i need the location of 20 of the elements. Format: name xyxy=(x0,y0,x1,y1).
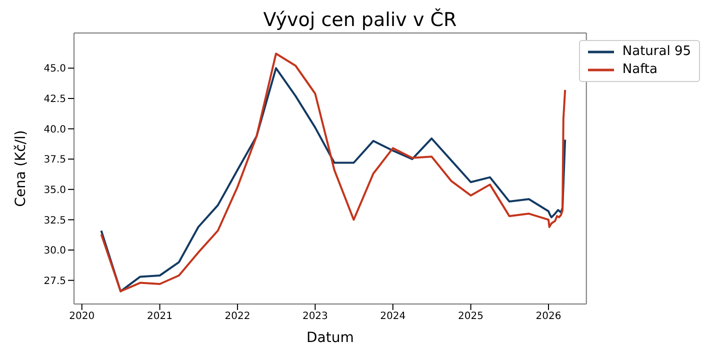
x-tick-label: 2022 xyxy=(224,311,250,322)
y-tick-label: 32.5 xyxy=(44,215,66,226)
y-tick-label: 37.5 xyxy=(44,154,66,166)
legend-label: Natural 95 xyxy=(622,43,691,61)
x-axis-title: Datum xyxy=(306,330,354,346)
x-tick-label: 2026 xyxy=(536,311,562,322)
y-tick-label: 27.5 xyxy=(44,276,66,287)
x-tick-label: 2024 xyxy=(380,311,406,322)
y-tick-label: 30.0 xyxy=(44,246,66,257)
legend-label: Nafta xyxy=(622,61,658,79)
y-tick-label: 35.0 xyxy=(44,184,66,196)
y-tick-label: 42.5 xyxy=(44,94,66,106)
x-tick-label: 2020 xyxy=(69,311,95,322)
x-tick-label: 2025 xyxy=(458,311,484,322)
y-tick-label: 40.0 xyxy=(44,124,66,136)
x-tick-label: 2021 xyxy=(147,311,173,322)
y-axis-title: Cena (Kč/l) xyxy=(12,130,29,207)
x-tick-label: 2023 xyxy=(302,311,328,322)
chart-title: Vývoj cen paliv v ČR xyxy=(262,8,458,32)
y-tick-label: 45.0 xyxy=(44,64,66,75)
